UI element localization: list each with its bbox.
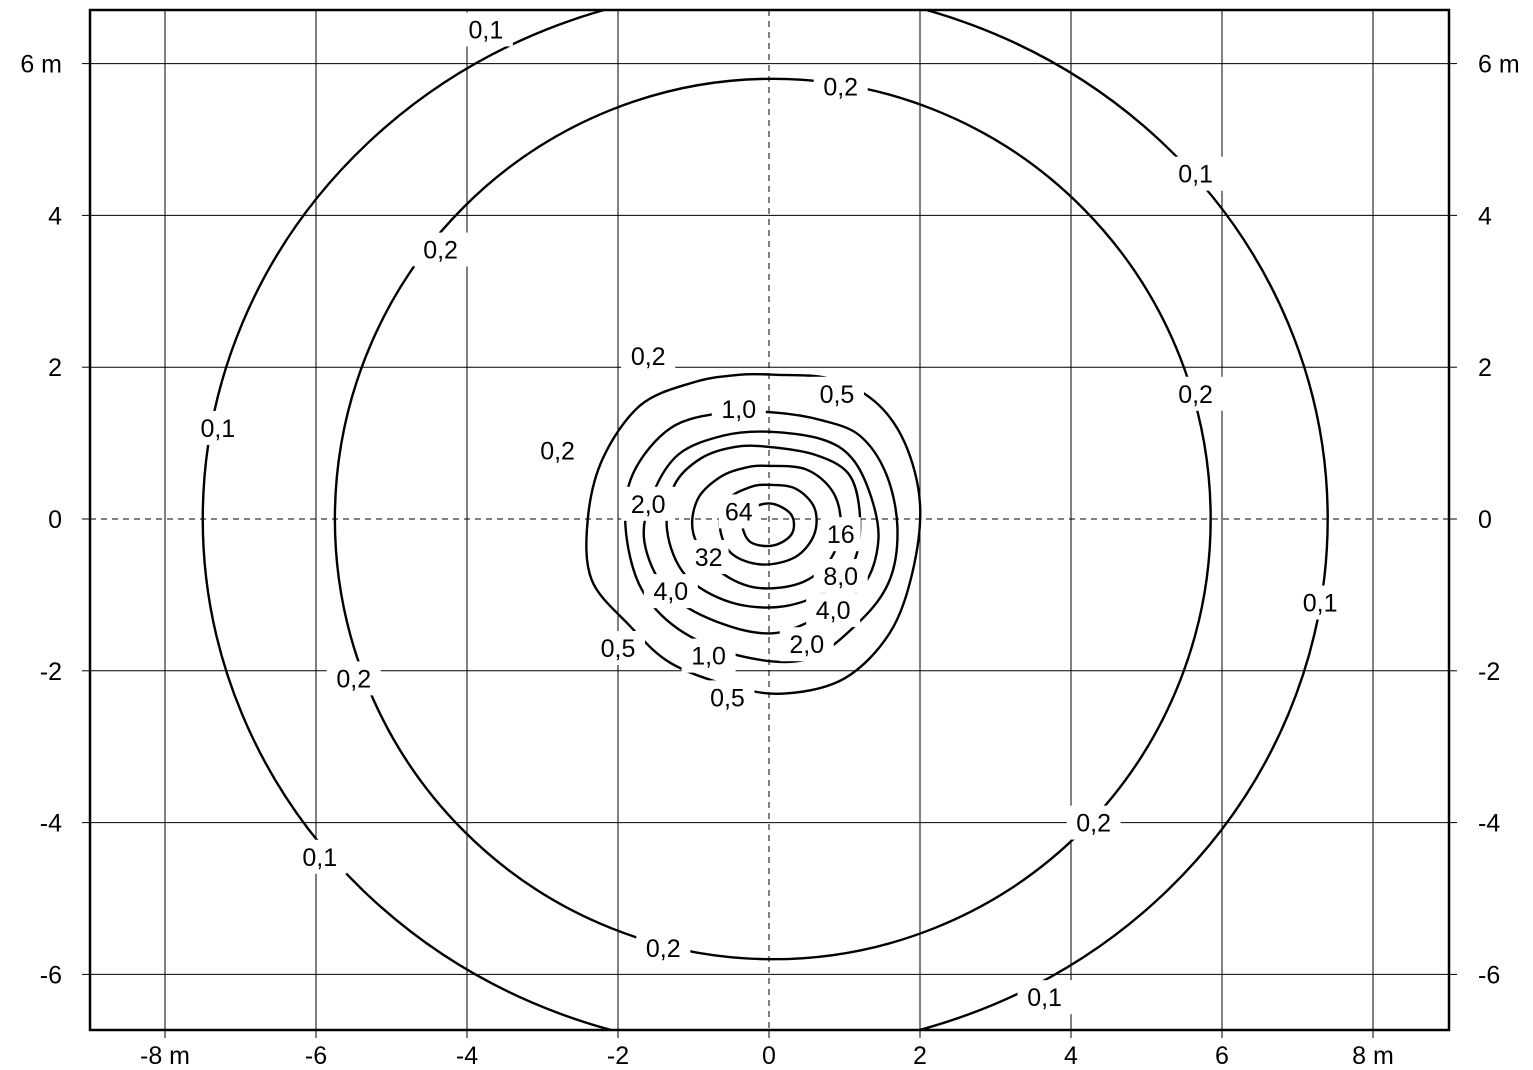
contour-label: 0,5	[820, 381, 855, 409]
x-tick-label: -4	[456, 1042, 478, 1070]
x-tick-label: -6	[305, 1042, 327, 1070]
y-tick-label-right: -2	[1478, 658, 1500, 686]
contour-label: 32	[695, 544, 723, 572]
contour-label: 4,0	[653, 578, 688, 606]
y-tick-label-left: -6	[40, 961, 62, 989]
y-tick-label-right: -4	[1478, 810, 1500, 838]
contour-label: 0,2	[1178, 381, 1213, 409]
x-tick-label: 6	[1215, 1042, 1229, 1070]
contour-label: 2,0	[789, 631, 824, 659]
contour-label-gap	[413, 232, 468, 267]
contour-label: 0,5	[710, 684, 745, 712]
contour-label-gap	[681, 638, 736, 673]
contour-line-2-0	[642, 430, 880, 635]
x-tick-label: 2	[913, 1042, 927, 1070]
y-tick-label-right: -6	[1478, 961, 1500, 989]
contour-label-gap	[190, 410, 245, 445]
y-tick-label-left: -4	[40, 810, 62, 838]
y-tick-label-left: -2	[40, 658, 62, 686]
x-tick-label: 0	[762, 1042, 776, 1070]
contour-label-gap	[621, 338, 676, 373]
contour-label-gap	[813, 558, 868, 593]
x-tick-label: 4	[1064, 1042, 1078, 1070]
contour-label: 0,1	[1027, 984, 1062, 1012]
contour-label-gap	[1293, 585, 1348, 620]
contour-label: 16	[827, 521, 855, 549]
contour-label: 0,2	[336, 665, 371, 693]
y-tick-label-left: 0	[48, 506, 62, 534]
contour-label: 0,2	[540, 438, 575, 466]
contour-label: 4,0	[816, 597, 851, 625]
y-tick-label-left: 6 m	[20, 51, 62, 79]
x-tick-label: 8 m	[1352, 1042, 1394, 1070]
grid-lines	[90, 10, 1449, 1030]
contour-label-gap	[1168, 156, 1223, 191]
tick-labels: -8 m -6 -4 -2 0 2 4 6 8 m 6 m 4 2 0 -2 -4 -6 6 m 4 2 0 -2 -4 -…	[20, 51, 1519, 1070]
contour-label-gap	[458, 12, 513, 47]
contour-label-gap	[591, 631, 645, 666]
x-tick-label: -2	[607, 1042, 629, 1070]
contour-label-gap	[326, 661, 381, 696]
contour-label: 8,0	[823, 563, 858, 591]
contour-line-0-2	[333, 77, 1212, 961]
contour-label: 0,1	[1303, 589, 1338, 617]
contour-label-gap	[621, 486, 676, 521]
contour-label-gap	[813, 69, 868, 104]
contour-label: 0,2	[1076, 810, 1111, 838]
contour-label: 0,1	[1178, 161, 1213, 189]
y-tick-label-right: 4	[1478, 202, 1492, 230]
contour-label: 0,2	[823, 73, 858, 101]
contour-label: 1,0	[721, 396, 756, 424]
contour-label: 0,1	[200, 415, 235, 443]
contour-label: 1,0	[691, 643, 726, 671]
contour-labels: 0,1 0,1 0,1 0,1 0,1 0,1 0,2 0,2 0,2 0,2 0,2 0,2 0,2 0…	[190, 12, 1348, 1015]
contour-lines	[201, 10, 1329, 1030]
contour-label: 0,1	[468, 16, 503, 44]
contour-line-4-0	[665, 444, 862, 609]
y-tick-label-left: 2	[48, 354, 62, 382]
contour-label: 0,5	[601, 635, 636, 663]
contour-label-gap	[700, 680, 755, 715]
contour-label-gap	[711, 391, 766, 426]
contour-label: 0,2	[631, 343, 666, 371]
x-tick-label: -8 m	[140, 1042, 190, 1070]
contour-label-gap	[688, 539, 729, 574]
contour-label-gap	[809, 376, 864, 411]
contour-label-gap	[820, 517, 861, 552]
contour-label-gap	[1168, 376, 1223, 411]
contour-label: 64	[725, 498, 753, 526]
contour-label-gap	[1017, 980, 1072, 1015]
contour-line-8-0	[690, 464, 843, 590]
contour-label: 0,1	[302, 844, 337, 872]
contour-label-gap	[718, 494, 759, 529]
contour-label-gap	[292, 839, 347, 874]
contour-label-gap	[643, 574, 698, 609]
y-tick-label-right: 0	[1478, 506, 1492, 534]
contour-line-0-1	[201, 10, 1329, 1030]
y-tick-label-right: 6 m	[1478, 51, 1520, 79]
y-tick-label-right: 2	[1478, 354, 1492, 382]
contour-label-gap	[636, 930, 691, 965]
contour-label: 2,0	[631, 491, 666, 519]
contour-label: 0,2	[423, 237, 458, 265]
contour-line-1-0	[623, 410, 899, 664]
y-tick-label-left: 4	[48, 202, 62, 230]
contour-label-gap	[779, 627, 834, 662]
contour-label-gap	[806, 593, 861, 628]
contour-label-gap	[1066, 805, 1121, 840]
contour-label: 0,2	[646, 935, 681, 963]
